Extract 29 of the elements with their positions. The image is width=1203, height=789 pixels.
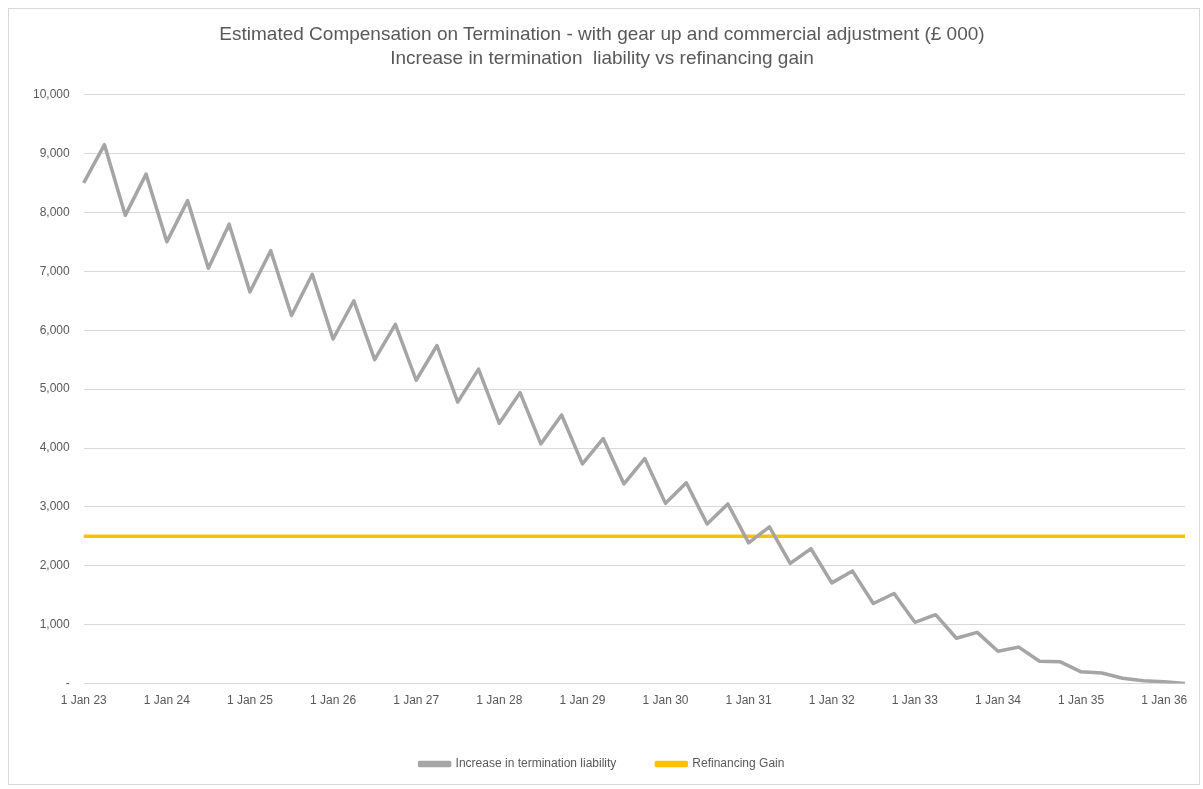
y-tick-label: 3,000 <box>39 499 71 514</box>
x-tick-label: 1 Jan 23 <box>60 693 108 708</box>
y-tick-label: 9,000 <box>39 145 71 160</box>
x-tick-label: 1 Jan 33 <box>891 693 939 708</box>
x-tick-label: 1 Jan 31 <box>725 693 772 708</box>
x-tick-label: 1 Jan 32 <box>808 693 856 708</box>
y-tick-label: 10,000 <box>33 86 71 101</box>
y-tick-label: - <box>65 675 70 690</box>
x-tick-label: 1 Jan 36 <box>1141 693 1188 708</box>
legend-label: Increase in termination liability <box>455 756 617 771</box>
y-tick-label: 1,000 <box>39 617 71 632</box>
y-tick-label: 7,000 <box>39 263 71 278</box>
x-tick-label: 1 Jan 26 <box>310 693 357 708</box>
y-tick-label: 5,000 <box>39 381 71 396</box>
legend-label: Refinancing Gain <box>692 756 785 771</box>
x-tick-label: 1 Jan 34 <box>974 693 1022 708</box>
x-tick-label: 1 Jan 24 <box>143 693 191 708</box>
y-tick-label: 6,000 <box>39 322 71 337</box>
x-tick-label: 1 Jan 28 <box>476 693 523 708</box>
y-tick-label: 2,000 <box>39 558 71 573</box>
y-tick-label: 4,000 <box>39 440 71 455</box>
x-tick-label: 1 Jan 30 <box>642 693 689 708</box>
y-tick-label: 8,000 <box>39 204 71 219</box>
x-tick-label: 1 Jan 27 <box>393 693 440 708</box>
x-tick-label: 1 Jan 35 <box>1058 693 1105 708</box>
chart-subtitle: Increase in termination liability vs refinancing gain <box>390 47 814 69</box>
chart-title: Estimated Compensation on Termination - with gear up and commercial adjustment (£ 000) <box>219 22 985 44</box>
x-tick-label: 1 Jan 25 <box>226 693 274 708</box>
x-tick-label: 1 Jan 29 <box>559 693 606 708</box>
